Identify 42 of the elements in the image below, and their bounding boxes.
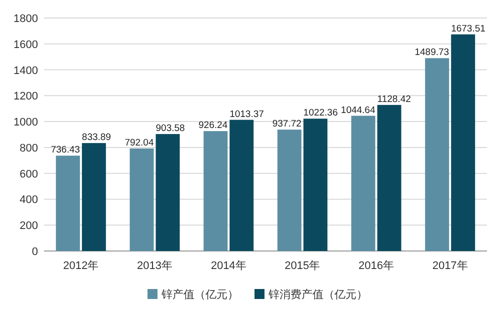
x-tick-label: 2014年	[210, 260, 246, 272]
y-tick-label: 800	[20, 142, 38, 154]
y-tick-label: 200	[20, 220, 38, 232]
data-label: 792.04	[124, 137, 154, 148]
bar	[425, 58, 450, 251]
bar	[451, 34, 476, 251]
x-tick-label: 2012年	[63, 260, 99, 272]
data-label: 1489.73	[414, 47, 450, 58]
y-tick-label: 600	[20, 168, 38, 180]
data-label: 926.24	[198, 120, 228, 132]
legend-label: 锌产值（亿元）	[160, 288, 238, 301]
data-label: 833.89	[82, 132, 111, 144]
bar	[82, 143, 106, 251]
bar	[377, 104, 402, 251]
bar	[156, 134, 180, 251]
data-label: 1128.42	[377, 94, 411, 105]
data-label: 937.72	[272, 118, 302, 130]
data-label: 1022.36	[303, 108, 338, 119]
y-tick-label: 1400	[14, 64, 38, 77]
y-tick-label: 0	[32, 246, 38, 258]
y-tick-label: 1600	[14, 38, 38, 51]
bar	[351, 116, 376, 251]
bar	[56, 156, 80, 251]
data-label: 1673.51	[451, 23, 486, 34]
x-tick-label: 2015年	[284, 260, 320, 272]
y-tick-label: 400	[20, 194, 38, 206]
x-tick-label: 2013年	[137, 260, 172, 272]
legend-label: 锌消费产值（亿元）	[268, 288, 368, 301]
data-label: 1044.64	[340, 104, 376, 116]
bar	[230, 120, 254, 251]
data-label: 736.43	[50, 144, 80, 156]
data-label: 903.58	[156, 123, 185, 134]
bar	[303, 118, 328, 251]
bar	[277, 130, 302, 251]
x-tick-label: 2017年	[432, 260, 468, 272]
y-tick-label: 1800	[14, 13, 38, 25]
y-tick-label: 1000	[14, 116, 38, 129]
data-label: 1013.37	[230, 108, 264, 120]
bar	[130, 148, 154, 251]
bar	[204, 131, 228, 251]
x-tick-label: 2016年	[358, 260, 394, 272]
y-tick-label: 1200	[14, 90, 38, 103]
